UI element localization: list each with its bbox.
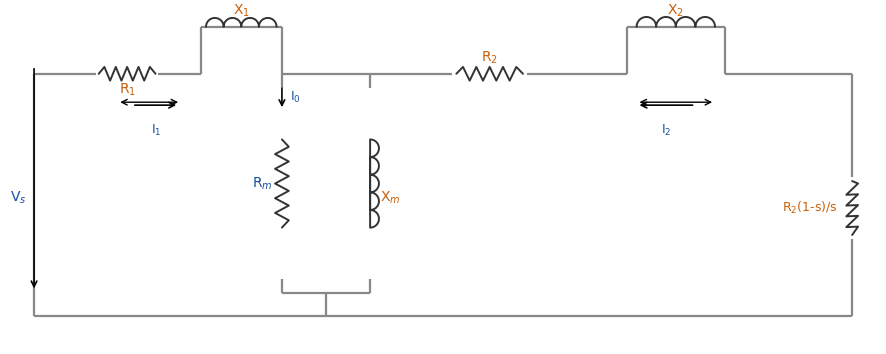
Text: R$_m$: R$_m$: [252, 175, 272, 192]
Text: V$_s$: V$_s$: [10, 190, 27, 206]
Text: R$_2$(1-s)/s: R$_2$(1-s)/s: [781, 200, 837, 216]
Text: X$_m$: X$_m$: [380, 190, 400, 206]
Text: R$_2$: R$_2$: [481, 50, 498, 66]
Text: R$_1$: R$_1$: [119, 82, 136, 98]
Text: X$_1$: X$_1$: [233, 2, 250, 19]
Text: I$_2$: I$_2$: [661, 123, 672, 138]
Text: I$_0$: I$_0$: [290, 90, 300, 105]
Text: X$_2$: X$_2$: [667, 2, 684, 19]
Text: I$_1$: I$_1$: [152, 123, 162, 138]
